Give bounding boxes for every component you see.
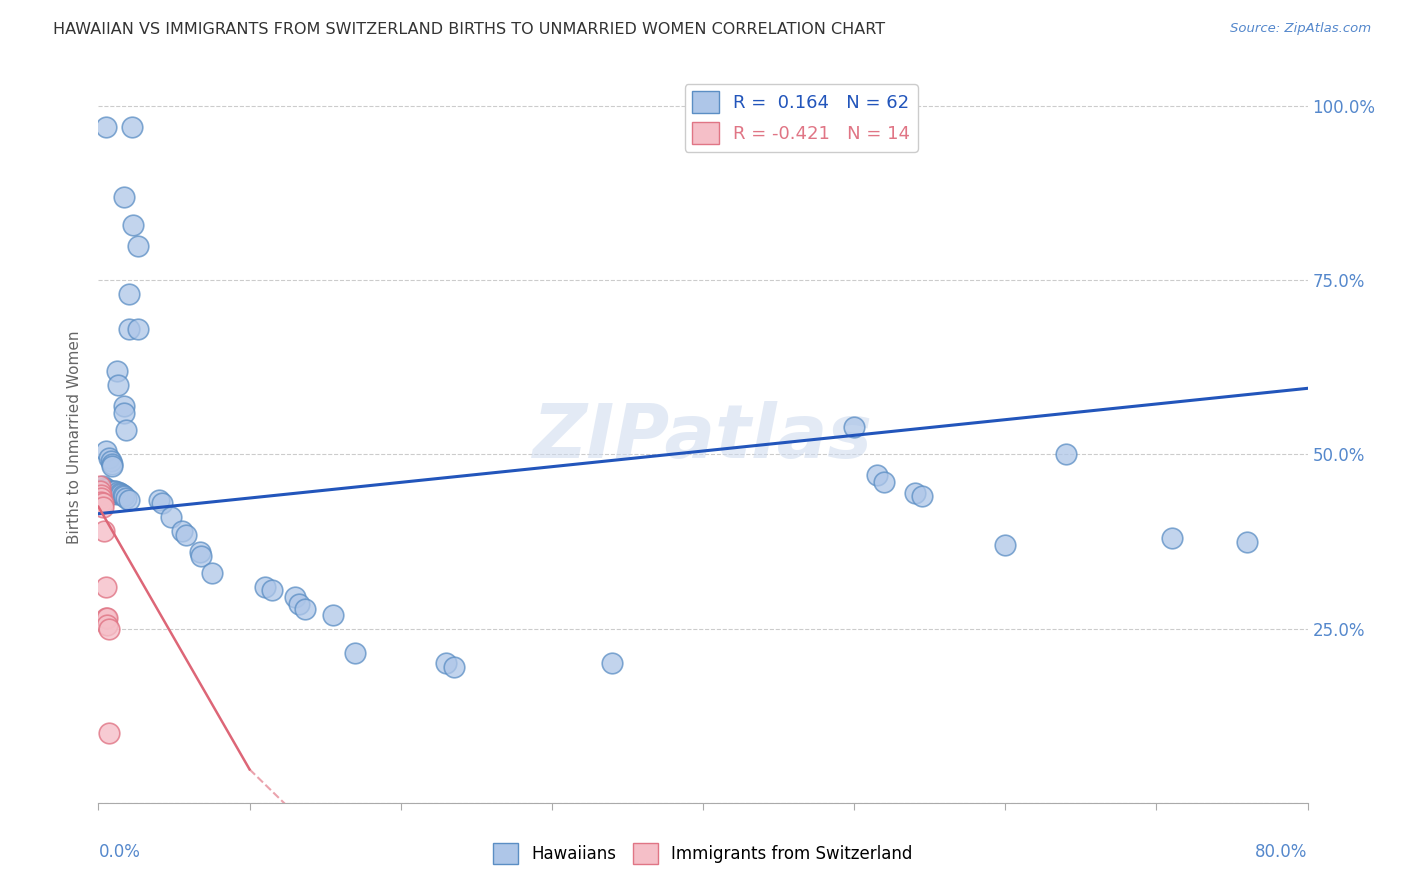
Point bbox=[262, 583, 284, 598]
Point bbox=[112, 399, 135, 413]
Point bbox=[111, 488, 134, 502]
Point bbox=[93, 524, 115, 538]
Point bbox=[98, 726, 121, 740]
Point bbox=[288, 597, 311, 611]
Legend: Hawaiians, Immigrants from Switzerland: Hawaiians, Immigrants from Switzerland bbox=[486, 837, 920, 871]
Point bbox=[114, 423, 136, 437]
Point bbox=[127, 322, 149, 336]
Point bbox=[96, 483, 118, 497]
Y-axis label: Births to Unmarried Women: Births to Unmarried Women bbox=[67, 330, 83, 544]
Point bbox=[94, 485, 117, 500]
Point bbox=[93, 481, 115, 495]
Point bbox=[98, 486, 121, 500]
Point bbox=[121, 120, 143, 134]
Point bbox=[90, 488, 112, 502]
Point bbox=[114, 491, 136, 505]
Point bbox=[904, 485, 927, 500]
Point bbox=[90, 495, 112, 509]
Point bbox=[94, 488, 117, 502]
Text: 80.0%: 80.0% bbox=[1256, 843, 1308, 861]
Point bbox=[160, 510, 183, 524]
Point bbox=[112, 489, 135, 503]
Point bbox=[91, 500, 114, 514]
Point bbox=[434, 657, 457, 671]
Point bbox=[322, 607, 344, 622]
Point bbox=[93, 483, 115, 498]
Text: 0.0%: 0.0% bbox=[98, 843, 141, 861]
Text: ZIPatlas: ZIPatlas bbox=[533, 401, 873, 474]
Point bbox=[112, 190, 135, 204]
Legend: R =  0.164   N = 62, R = -0.421   N = 14: R = 0.164 N = 62, R = -0.421 N = 14 bbox=[685, 84, 918, 152]
Point bbox=[122, 218, 145, 232]
Point bbox=[91, 483, 114, 497]
Point bbox=[118, 492, 141, 507]
Point bbox=[94, 120, 117, 134]
Point bbox=[1160, 531, 1182, 545]
Point bbox=[94, 444, 117, 458]
Point bbox=[201, 566, 224, 580]
Point bbox=[1054, 448, 1077, 462]
Point bbox=[108, 485, 131, 500]
Text: HAWAIIAN VS IMMIGRANTS FROM SWITZERLAND BIRTHS TO UNMARRIED WOMEN CORRELATION CH: HAWAIIAN VS IMMIGRANTS FROM SWITZERLAND … bbox=[53, 22, 886, 37]
Point bbox=[107, 485, 129, 500]
Point bbox=[101, 485, 124, 500]
Point bbox=[94, 611, 117, 625]
Point bbox=[94, 580, 117, 594]
Point bbox=[253, 580, 276, 594]
Point bbox=[994, 538, 1017, 552]
Point bbox=[94, 483, 117, 497]
Point bbox=[105, 364, 128, 378]
Point bbox=[91, 496, 114, 510]
Point bbox=[174, 527, 197, 541]
Point bbox=[118, 322, 141, 336]
Point bbox=[844, 419, 866, 434]
Point bbox=[91, 479, 114, 493]
Point bbox=[1236, 534, 1258, 549]
Point bbox=[602, 657, 624, 671]
Point bbox=[911, 489, 934, 503]
Point bbox=[103, 483, 125, 498]
Point bbox=[96, 485, 118, 500]
Point bbox=[170, 524, 193, 538]
Point bbox=[89, 479, 111, 493]
Point bbox=[100, 484, 122, 499]
Point bbox=[91, 483, 114, 498]
Point bbox=[148, 492, 170, 507]
Point bbox=[110, 486, 132, 500]
Point bbox=[98, 450, 121, 465]
Point bbox=[96, 618, 118, 632]
Point bbox=[118, 287, 141, 301]
Point bbox=[100, 454, 122, 468]
Text: Source: ZipAtlas.com: Source: ZipAtlas.com bbox=[1230, 22, 1371, 36]
Point bbox=[284, 591, 307, 605]
Point bbox=[150, 496, 173, 510]
Point bbox=[96, 611, 118, 625]
Point bbox=[89, 483, 111, 498]
Point bbox=[443, 660, 465, 674]
Point bbox=[294, 602, 316, 616]
Point bbox=[98, 622, 121, 636]
Point bbox=[190, 549, 212, 563]
Point bbox=[105, 486, 128, 500]
Point bbox=[101, 457, 124, 471]
Point bbox=[188, 545, 211, 559]
Point bbox=[107, 377, 129, 392]
Point bbox=[344, 646, 367, 660]
Point bbox=[98, 483, 121, 498]
Point bbox=[93, 486, 115, 500]
Point bbox=[112, 406, 135, 420]
Point bbox=[90, 491, 112, 506]
Point bbox=[866, 468, 889, 483]
Point bbox=[104, 484, 127, 499]
Point bbox=[873, 475, 896, 490]
Point bbox=[127, 238, 149, 252]
Point bbox=[101, 459, 124, 474]
Point bbox=[100, 487, 122, 501]
